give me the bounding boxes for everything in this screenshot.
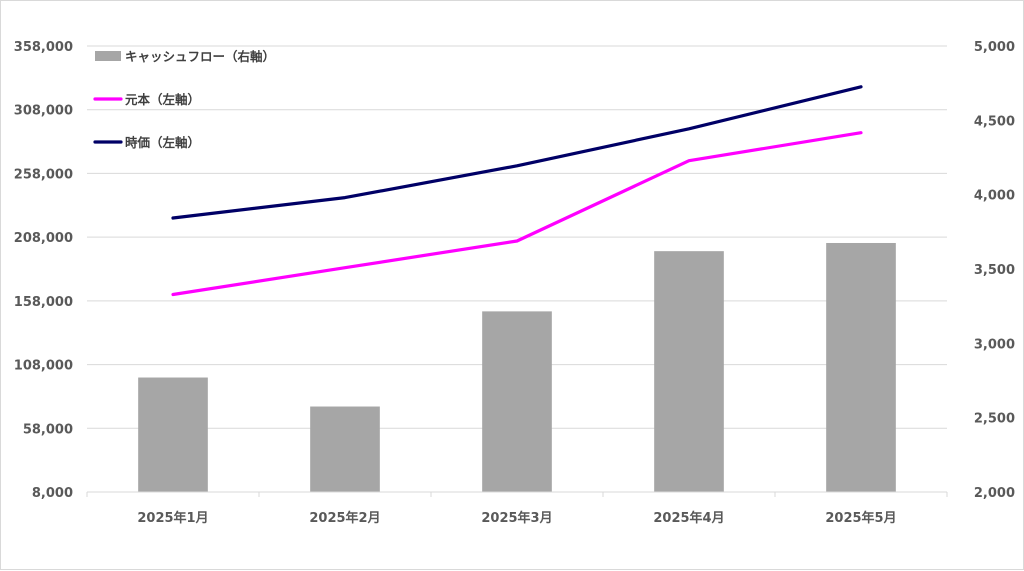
right-y-tick-label: 2,000 xyxy=(974,486,1015,501)
bar-series xyxy=(138,242,896,492)
right-y-tick-label: 2,500 xyxy=(974,412,1015,427)
cashflow-bar xyxy=(482,311,552,492)
legend-label: キャッシュフロー（右軸） xyxy=(125,49,275,64)
cashflow-bar xyxy=(654,251,724,492)
right-y-tick-label: 4,000 xyxy=(974,189,1015,204)
left-y-tick-label: 308,000 xyxy=(14,104,73,119)
right-y-tick-label: 5,000 xyxy=(974,40,1015,55)
cashflow-bar xyxy=(826,242,896,492)
left-y-tick-label: 8,000 xyxy=(32,486,73,501)
legend-swatch-cashflow xyxy=(95,51,121,61)
principal-line xyxy=(171,131,863,297)
line-series xyxy=(171,85,863,297)
legend-label: 時価（左軸） xyxy=(125,135,200,150)
left-y-tick-label: 358,000 xyxy=(14,40,73,55)
cashflow-bar xyxy=(310,406,380,492)
legend-label: 元本（左軸） xyxy=(125,92,200,107)
x-tick-label: 2025年5月 xyxy=(825,510,896,526)
x-tick-label: 2025年3月 xyxy=(481,510,552,526)
x-tick-label: 2025年4月 xyxy=(653,510,724,526)
right-y-tick-label: 4,500 xyxy=(974,114,1015,129)
left-axis: 8,000 58,000 108,000 158,000 208,000 258,000 3… xyxy=(14,40,73,501)
right-y-tick-label: 3,500 xyxy=(974,263,1015,278)
legend: キャッシュフロー（右軸） 元本（左軸） 時価（左軸） xyxy=(93,49,275,150)
cashflow-bar xyxy=(138,377,208,492)
x-tick-label: 2025年1月 xyxy=(137,510,208,526)
right-axis: 2,000 2,500 3,000 3,500 4,000 4,500 5,000 xyxy=(974,40,1015,501)
x-axis: 2025年1月 2025年2月 2025年3月 2025年4月 2025年5月 xyxy=(86,491,948,526)
left-y-tick-label: 208,000 xyxy=(14,231,73,246)
market-value-line xyxy=(171,85,863,220)
right-y-tick-label: 3,000 xyxy=(974,337,1015,352)
left-y-tick-label: 108,000 xyxy=(14,359,73,374)
left-y-tick-label: 58,000 xyxy=(23,422,73,437)
gridlines xyxy=(87,45,947,429)
x-tick-label: 2025年2月 xyxy=(309,510,380,526)
left-y-tick-label: 158,000 xyxy=(14,295,73,310)
left-y-tick-label: 258,000 xyxy=(14,167,73,182)
